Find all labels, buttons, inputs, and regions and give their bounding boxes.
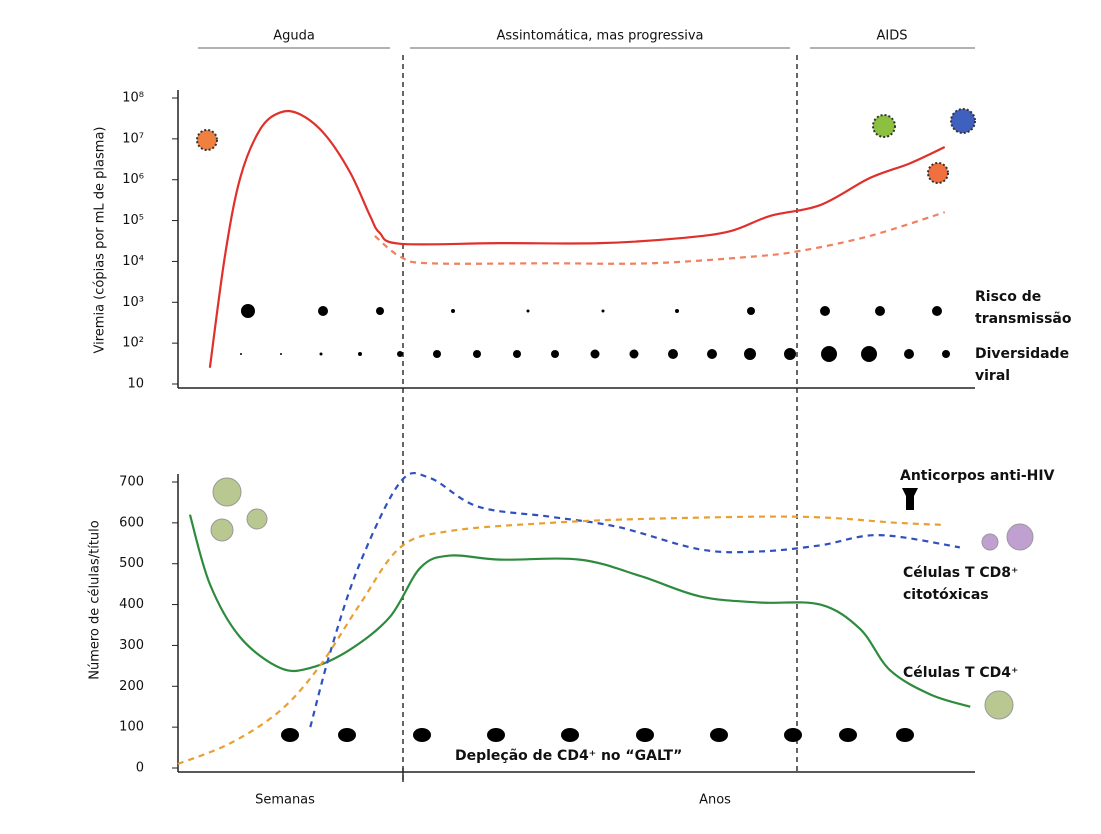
y-axis-label: Viremia (cópias por mL de plasma) [93, 127, 108, 354]
y-tick-label: 10 [127, 377, 144, 392]
series-line [178, 517, 945, 764]
galt-dots [281, 728, 914, 742]
y-tick-label: 500 [119, 556, 144, 571]
annotation: transmissão [975, 311, 1072, 327]
series-line [210, 111, 945, 368]
phase-label: Assintomática, mas progressiva [497, 29, 704, 44]
y-tick-label: 10⁶ [122, 172, 144, 187]
x-axis-label: Semanas [255, 793, 315, 808]
y-tick-label: 10³ [122, 295, 144, 310]
annotation: Células T CD4⁺ [903, 665, 1018, 681]
y-tick-label: 600 [119, 515, 144, 530]
annotation: Risco de [975, 289, 1041, 305]
phase-label: AIDS [877, 29, 908, 44]
y-axis-label: Número de células/título [88, 520, 103, 680]
y-tick-label: 300 [119, 638, 144, 653]
icons [197, 109, 975, 183]
y-tick-label: 200 [119, 679, 144, 694]
x-axis-label: Anos [699, 793, 731, 808]
y-tick-label: 0 [136, 761, 144, 776]
y-tick-label: 10⁷ [122, 131, 144, 146]
diversity-dots [240, 346, 950, 362]
series-line [190, 515, 970, 707]
phase-label: Aguda [273, 29, 315, 44]
annotation: Células T CD8⁺ [903, 565, 1018, 581]
y-tick-label: 100 [119, 720, 144, 735]
annotation: citotóxicas [903, 587, 989, 603]
series-line [375, 212, 945, 264]
y-tick-label: 10⁴ [122, 254, 144, 269]
annotation: viral [975, 368, 1010, 384]
annotation: Diversidade [975, 346, 1069, 362]
y-tick-label: 10² [122, 336, 144, 351]
y-tick-label: 10⁵ [122, 213, 144, 228]
series-line [310, 473, 960, 727]
phase-dividers [403, 55, 797, 780]
y-tick-label: 700 [119, 475, 144, 490]
antibody-icon [902, 488, 918, 510]
y-tick-label: 10⁸ [122, 91, 144, 106]
annotation: Anticorpos anti-HIV [900, 468, 1055, 484]
annotation: Depleção de CD4⁺ no “GALT” [455, 748, 682, 764]
y-tick-label: 400 [119, 597, 144, 612]
figure: Aguda Assintomática, mas progressiva AID… [0, 0, 1101, 834]
risk-dots [241, 304, 942, 318]
